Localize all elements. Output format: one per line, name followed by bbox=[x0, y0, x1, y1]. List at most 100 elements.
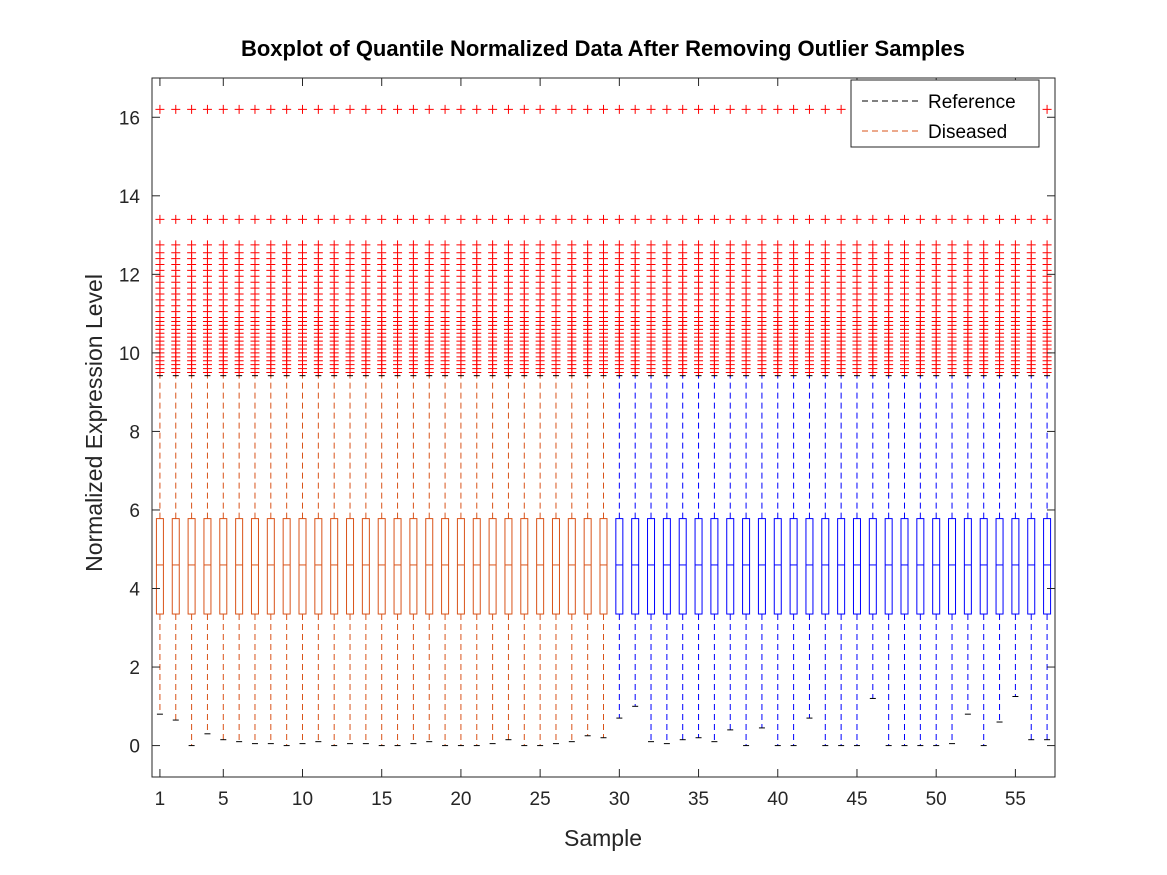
outlier-marker bbox=[377, 248, 387, 258]
outlier-marker bbox=[361, 214, 371, 224]
box-sample-35 bbox=[694, 375, 703, 739]
outlier-marker bbox=[535, 248, 545, 258]
outlier-marker bbox=[424, 248, 434, 258]
outlier-marker bbox=[218, 248, 228, 258]
outlier-marker bbox=[1042, 214, 1052, 224]
box-sample-55 bbox=[1011, 375, 1020, 697]
outlier-marker bbox=[266, 104, 276, 114]
outlier-marker bbox=[900, 248, 909, 258]
outlier-marker bbox=[282, 104, 292, 114]
outlier-marker bbox=[456, 104, 466, 114]
box-sample-28 bbox=[583, 375, 592, 737]
outliers-sample-18 bbox=[424, 104, 434, 378]
outlier-marker bbox=[884, 214, 894, 224]
outlier-marker bbox=[614, 104, 624, 114]
outlier-marker bbox=[709, 240, 719, 250]
outlier-marker bbox=[345, 104, 355, 114]
box-sample-53 bbox=[979, 375, 988, 747]
outliers-sample-14 bbox=[361, 104, 371, 378]
box bbox=[314, 518, 323, 615]
outlier-marker bbox=[599, 248, 608, 258]
outliers-sample-16 bbox=[393, 104, 403, 378]
box-sample-31 bbox=[631, 375, 640, 707]
outlier-marker bbox=[234, 248, 244, 258]
outlier-marker bbox=[551, 104, 561, 114]
outlier-marker bbox=[773, 104, 783, 114]
y-tick-label: 14 bbox=[119, 187, 141, 208]
box-sample-51 bbox=[948, 375, 957, 745]
outlier-marker bbox=[931, 214, 941, 224]
outlier-marker bbox=[662, 104, 672, 114]
box bbox=[821, 518, 830, 615]
outlier-marker bbox=[187, 214, 197, 224]
box bbox=[1011, 518, 1020, 615]
outliers-sample-10 bbox=[298, 104, 307, 378]
legend: Reference Diseased bbox=[850, 79, 1040, 148]
outlier-marker bbox=[852, 214, 862, 224]
outlier-marker bbox=[535, 240, 545, 250]
outlier-marker bbox=[583, 240, 593, 250]
outlier-marker bbox=[820, 240, 830, 250]
outlier-marker bbox=[393, 240, 403, 250]
y-axis-label: Normalized Expression Level bbox=[81, 274, 107, 572]
outlier-marker bbox=[424, 214, 434, 224]
outlier-marker bbox=[995, 248, 1005, 258]
outlier-marker bbox=[741, 214, 751, 224]
outlier-marker bbox=[630, 240, 640, 250]
outlier-marker bbox=[456, 240, 466, 250]
box-sample-22 bbox=[488, 375, 497, 745]
outliers-sample-21 bbox=[472, 104, 482, 378]
box-sample-13 bbox=[346, 375, 355, 745]
outlier-marker bbox=[440, 240, 450, 250]
outlier-marker bbox=[551, 248, 561, 258]
outlier-marker bbox=[440, 104, 450, 114]
outlier-marker bbox=[678, 248, 688, 258]
outlier-marker bbox=[155, 214, 165, 224]
outlier-marker bbox=[503, 240, 513, 250]
outlier-marker bbox=[725, 248, 735, 258]
y-tick-label: 0 bbox=[129, 737, 140, 758]
outlier-marker bbox=[503, 248, 513, 258]
outlier-marker bbox=[519, 248, 529, 258]
box-sample-8 bbox=[266, 375, 275, 745]
outlier-marker bbox=[1042, 104, 1052, 114]
outlier-marker bbox=[567, 240, 577, 250]
box-sample-7 bbox=[250, 375, 259, 745]
chart-title: Boxplot of Quantile Normalized Data Afte… bbox=[241, 36, 965, 61]
outlier-marker bbox=[361, 248, 371, 258]
outlier-marker bbox=[488, 214, 498, 224]
outlier-marker bbox=[519, 240, 529, 250]
x-tick-label: 30 bbox=[609, 789, 630, 810]
outlier-marker bbox=[567, 248, 577, 258]
box-sample-42 bbox=[805, 375, 814, 719]
outliers-sample-47 bbox=[884, 104, 894, 378]
outliers-sample-42 bbox=[804, 104, 814, 378]
legend-label-diseased: Diseased bbox=[928, 122, 1007, 143]
outlier-marker bbox=[804, 104, 814, 114]
outlier-marker bbox=[313, 104, 323, 114]
outlier-marker bbox=[329, 104, 339, 114]
outlier-marker bbox=[440, 248, 450, 258]
outlier-marker bbox=[662, 214, 672, 224]
outlier-marker bbox=[757, 104, 767, 114]
box bbox=[235, 518, 244, 615]
box bbox=[694, 518, 703, 615]
box-sample-6 bbox=[235, 375, 244, 743]
box bbox=[647, 518, 656, 615]
outlier-marker bbox=[931, 240, 941, 250]
box bbox=[963, 518, 972, 615]
outlier-marker bbox=[298, 104, 307, 114]
outlier-marker bbox=[313, 248, 323, 258]
box-sample-36 bbox=[710, 375, 719, 743]
box bbox=[805, 518, 814, 615]
box bbox=[536, 518, 545, 615]
outlier-marker bbox=[757, 240, 767, 250]
box-sample-19 bbox=[441, 375, 450, 747]
outlier-marker bbox=[250, 104, 260, 114]
box bbox=[266, 518, 275, 615]
box-sample-5 bbox=[219, 375, 228, 741]
outlier-marker bbox=[456, 214, 466, 224]
outlier-marker bbox=[757, 248, 767, 258]
box bbox=[472, 518, 481, 615]
